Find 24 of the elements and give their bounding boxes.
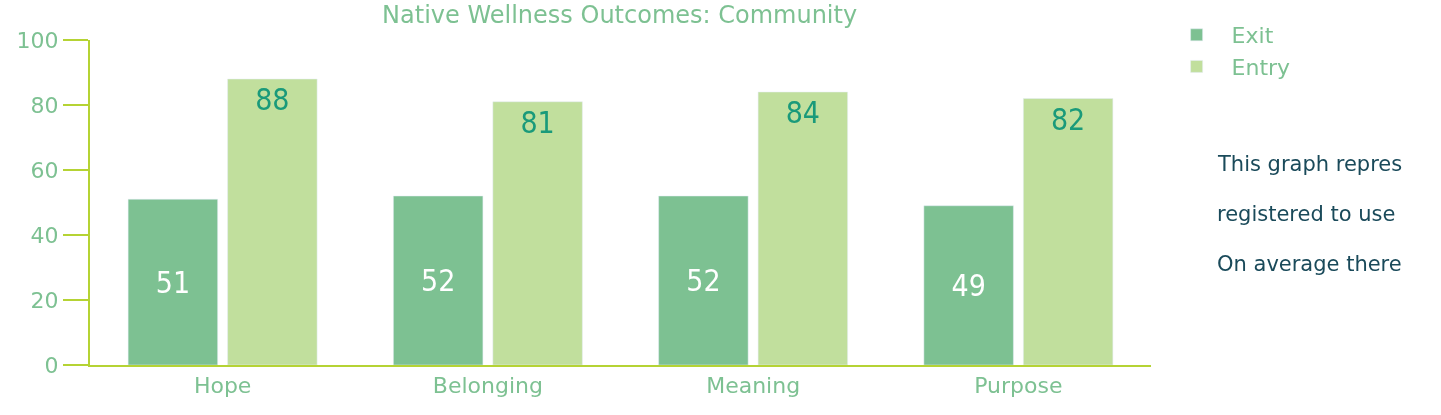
x-tick-label: Purpose — [974, 373, 1063, 399]
data-label: 82 — [1050, 101, 1086, 137]
text: This graph repres — [1217, 152, 1403, 176]
x-tick-label: Belonging — [432, 373, 543, 399]
data-label: 81 — [520, 104, 555, 140]
legend-label: Exit — [1231, 23, 1274, 49]
text: On average there — [1217, 252, 1402, 276]
data-label: 52 — [686, 263, 721, 298]
y-tick-label: 100 — [16, 27, 59, 53]
x-tick-label: Hope — [193, 373, 252, 399]
data-label: 49 — [951, 267, 986, 303]
y-tick-label: 40 — [30, 222, 59, 248]
data-label: 84 — [785, 95, 821, 130]
y-tick-label: 60 — [30, 157, 59, 183]
y-tick-label: 0 — [44, 352, 59, 378]
text: registered to use — [1217, 202, 1396, 226]
legend-label: Entry — [1231, 54, 1291, 80]
x-tick-label: Meaning — [706, 373, 801, 399]
data-label: 88 — [255, 82, 290, 117]
data-label: 51 — [155, 264, 191, 300]
chart-title: Native Wellness Outcomes: Community — [382, 1, 858, 30]
y-tick-label: 20 — [30, 287, 59, 313]
y-tick-label: 80 — [30, 92, 59, 118]
data-label: 52 — [420, 263, 456, 298]
